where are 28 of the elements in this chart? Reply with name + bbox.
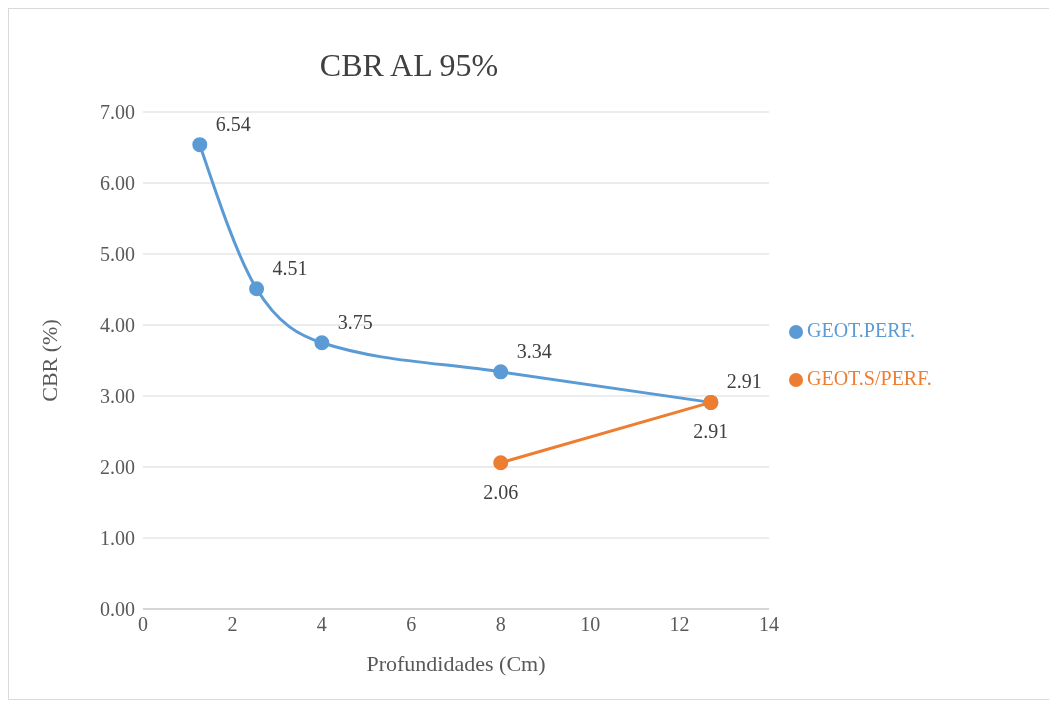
x-tick-label: 10 <box>580 613 601 636</box>
data-label: 6.54 <box>215 112 251 135</box>
y-tick-label: 0.00 <box>100 598 135 621</box>
x-tick-label: 8 <box>495 613 506 636</box>
x-tick-label: 12 <box>669 613 690 636</box>
y-tick-label: 4.00 <box>100 314 135 337</box>
chart-title: CBR AL 95% <box>318 47 500 84</box>
data-label: 3.75 <box>337 310 373 333</box>
x-tick-label: 4 <box>316 613 327 636</box>
y-tick-label: 7.00 <box>100 101 135 124</box>
y-tick-label: 3.00 <box>100 385 135 408</box>
y-tick-label: 1.00 <box>100 527 135 550</box>
x-tick-label: 0 <box>138 613 148 636</box>
y-axis-title: CBR (%) <box>36 319 62 402</box>
data-label: 2.91 <box>693 420 729 443</box>
data-label: 3.34 <box>516 339 552 362</box>
y-tick-label: 6.00 <box>100 172 135 195</box>
x-axis-title: Profundidades (Cm) <box>366 651 546 676</box>
y-tick-label: 5.00 <box>100 243 135 266</box>
legend-label: GEOT.PERF. <box>807 319 916 341</box>
data-label: 4.51 <box>272 256 308 279</box>
x-tick-label: 14 <box>759 613 779 636</box>
y-tick-label: 2.00 <box>100 456 135 479</box>
legend-label: GEOT.S/PERF. <box>807 367 932 389</box>
x-tick-label: 6 <box>406 613 417 636</box>
data-label: 2.91 <box>726 370 762 393</box>
x-tick-label: 2 <box>227 613 238 636</box>
data-label: 2.06 <box>483 480 519 503</box>
